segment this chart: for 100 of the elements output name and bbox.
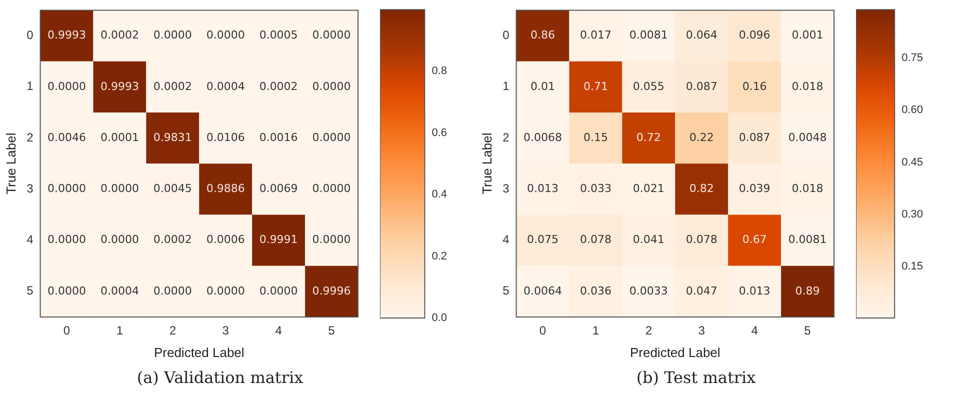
data-label: 0.0000	[48, 284, 86, 298]
color-bar-label: 0.30	[902, 208, 924, 220]
data-label: 0.71	[583, 80, 608, 93]
color-bar-label: 0.60	[902, 104, 924, 116]
data-label: 0.055	[632, 80, 664, 93]
data-label: 0.0081	[629, 28, 668, 42]
data-label: 0.0000	[259, 284, 298, 298]
data-label: 0.013	[738, 284, 770, 298]
data-label: 0.9886	[206, 182, 245, 196]
x-tick-label: 3	[222, 324, 230, 338]
data-label: 0.0004	[100, 284, 139, 298]
data-label: 0.0002	[100, 28, 139, 42]
text: (a) Validation matrix	[136, 368, 304, 387]
y-axis-title: True Label	[479, 132, 494, 194]
data-label: 0.0005	[259, 28, 298, 42]
y-tick-label: 1	[26, 79, 34, 94]
data-label: 0.0002	[153, 233, 192, 246]
data-label: 0.9831	[153, 130, 192, 144]
data-label: 0.9993	[48, 28, 86, 42]
data-label: 0.041	[632, 233, 664, 246]
data-label: 0.087	[738, 130, 770, 144]
data-label: 0.021	[632, 182, 664, 196]
data-label: 0.0000	[312, 80, 351, 93]
data-label: 0.86	[530, 28, 555, 42]
x-tick-label: 1	[592, 324, 600, 338]
data-label: 0.0000	[312, 28, 351, 42]
data-label: 0.0033	[629, 284, 668, 298]
text: (b) Test matrix	[635, 368, 757, 387]
x-tick-label: 0	[63, 324, 70, 338]
data-label: 0.047	[686, 284, 718, 298]
data-label: 0.0000	[100, 182, 139, 196]
y-tick-label: 2	[502, 130, 510, 144]
data-label: 0.0000	[48, 233, 86, 246]
data-label: 0.01	[530, 80, 555, 93]
data-label: 0.0045	[153, 182, 192, 196]
y-tick-label: 3	[502, 181, 510, 196]
data-label: 0.0001	[100, 130, 139, 144]
data-label: 0.0000	[48, 182, 86, 196]
color-bar-label: 0.45	[902, 156, 924, 168]
data-label: 0.0069	[259, 182, 298, 196]
data-label: 0.018	[792, 80, 824, 93]
y-tick-label: 5	[26, 284, 34, 298]
y-tick-label: 3	[26, 181, 34, 196]
data-label: 0.0000	[312, 233, 351, 246]
x-tick-label: 0	[539, 324, 546, 338]
x-tick-label: 4	[275, 324, 282, 338]
data-label: 0.0006	[206, 233, 245, 246]
data-label: 0.0000	[100, 233, 139, 246]
data-label: 0.0068	[524, 130, 562, 144]
data-label: 0.89	[795, 284, 820, 298]
data-label: 0.0000	[312, 130, 351, 144]
x-tick-label: 5	[328, 324, 336, 338]
data-label: 0.0064	[524, 284, 562, 298]
x-tick-label: 4	[751, 324, 758, 338]
data-label: 0.017	[580, 28, 612, 42]
data-label: 0.036	[580, 284, 612, 298]
data-label: 0.078	[580, 233, 612, 246]
data-label: 0.039	[738, 182, 770, 196]
data-label: 0.018	[792, 182, 824, 196]
data-label: 0.0002	[153, 80, 192, 93]
color-bar-label: 0.8	[432, 65, 448, 78]
y-tick-label: 4	[502, 232, 510, 247]
x-tick-label: 2	[169, 324, 176, 338]
data-label: 0.9993	[100, 80, 139, 93]
y-tick-label: 1	[502, 79, 510, 94]
data-label: 0.0000	[312, 182, 351, 196]
data-label: 0.0016	[259, 130, 298, 144]
data-label: 0.0000	[206, 28, 245, 42]
data-label: 0.064	[686, 28, 718, 42]
y-tick-label: 5	[502, 284, 510, 298]
data-label: 0.075	[527, 233, 558, 246]
data-label: 0.22	[689, 130, 714, 144]
data-label: 0.033	[580, 182, 612, 196]
x-tick-label: 2	[645, 324, 652, 338]
data-label: 0.0000	[153, 284, 192, 298]
data-label: 0.013	[527, 182, 558, 196]
color-bar-label: 0.6	[432, 126, 448, 139]
data-label: 0.087	[686, 80, 718, 93]
data-label: 0.9991	[259, 233, 298, 246]
data-label: 0.078	[686, 233, 718, 246]
data-label: 0.0081	[788, 233, 827, 246]
data-label: 0.82	[689, 182, 714, 196]
data-label: 0.0046	[48, 130, 86, 144]
x-tick-label: 5	[804, 324, 812, 338]
x-axis-title: Predicted Label	[154, 344, 244, 360]
color-bar-label: 0.2	[432, 250, 448, 262]
data-label: 0.15	[583, 130, 608, 144]
data-label: 0.0000	[153, 28, 192, 42]
data-label: 0.16	[742, 80, 767, 93]
y-axis-title: True Label	[3, 132, 18, 194]
x-axis-title: Predicted Label	[630, 344, 720, 360]
data-label: 0.001	[792, 28, 824, 42]
x-tick-label: 3	[698, 324, 706, 338]
data-label: 0.72	[636, 130, 661, 144]
data-label: 0.0048	[788, 130, 827, 144]
data-label: 0.0000	[48, 80, 86, 93]
data-label: 0.0106	[206, 130, 245, 144]
x-tick-label: 1	[116, 324, 124, 338]
color-bar-label: 0.4	[432, 188, 448, 201]
y-tick-label: 0	[26, 28, 34, 42]
